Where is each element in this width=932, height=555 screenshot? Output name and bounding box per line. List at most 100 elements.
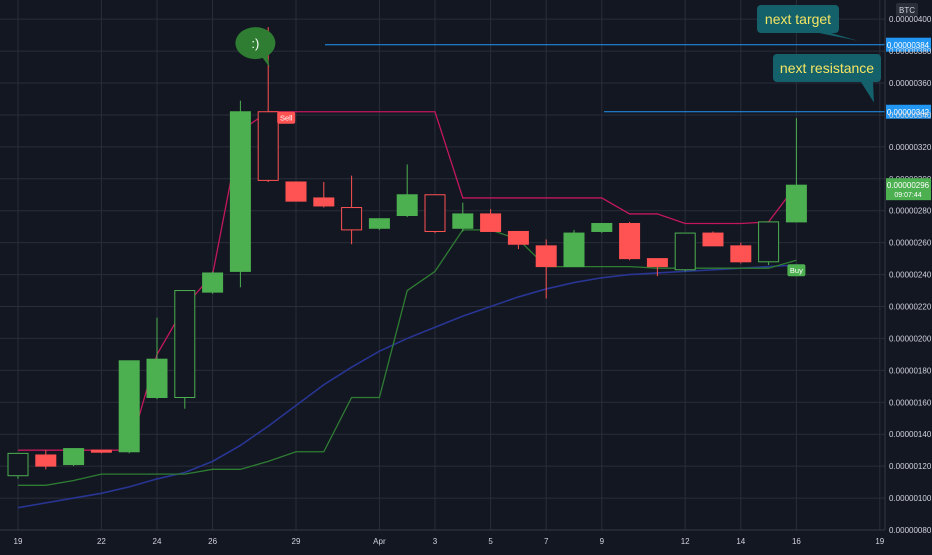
candle-body[interactable] bbox=[7, 452, 29, 477]
candle-body[interactable] bbox=[758, 221, 780, 263]
annotations[interactable]: next target next resistance:) bbox=[235, 5, 881, 103]
candle-down[interactable] bbox=[35, 450, 57, 470]
candle-down[interactable] bbox=[646, 258, 668, 277]
candle-up[interactable] bbox=[174, 290, 196, 409]
callout-box[interactable] bbox=[773, 54, 881, 82]
time-axis-tick-label: Apr bbox=[373, 537, 386, 546]
candle-up[interactable] bbox=[229, 100, 251, 288]
candle-body[interactable] bbox=[619, 222, 641, 260]
horizontal-price-lines[interactable]: 0.00000384 0.00000342 bbox=[325, 37, 931, 119]
candle-up[interactable] bbox=[758, 221, 780, 265]
candle-up[interactable] bbox=[146, 317, 168, 400]
candlestick-series[interactable] bbox=[7, 27, 807, 479]
trade-signals: Sell Buy bbox=[277, 111, 806, 277]
candle-down[interactable] bbox=[257, 27, 279, 182]
candle-up[interactable] bbox=[452, 202, 474, 232]
time-axis-tick-label: 26 bbox=[208, 537, 217, 546]
time-axis-tick-label: 22 bbox=[97, 537, 106, 546]
candle-body[interactable] bbox=[257, 111, 279, 181]
price-axis[interactable]: 0.00000080 0.00000100 0.00000120 0.00000140… bbox=[884, 0, 932, 535]
callout-text: next target bbox=[765, 11, 831, 27]
candle-up[interactable] bbox=[674, 232, 696, 272]
price-level-label: 0.00000342 bbox=[887, 108, 930, 117]
price-axis-tick-label: 0.00000120 bbox=[889, 462, 932, 471]
candle-up[interactable] bbox=[368, 218, 390, 230]
candle-body[interactable] bbox=[396, 194, 418, 217]
candle-down[interactable] bbox=[702, 231, 724, 247]
candle-body[interactable] bbox=[452, 213, 474, 229]
moving-average-line bbox=[17, 264, 797, 509]
smiley-bubble bbox=[235, 27, 276, 60]
current-price-badge bbox=[886, 178, 931, 201]
time-axis-tick-label: 7 bbox=[544, 537, 549, 546]
callout-pointer bbox=[819, 33, 858, 41]
candle-body[interactable] bbox=[146, 358, 168, 398]
candle-body[interactable] bbox=[35, 454, 57, 467]
bar-countdown-label: 09:07:44 bbox=[894, 192, 921, 199]
candle-body[interactable] bbox=[229, 111, 251, 272]
candle-body[interactable] bbox=[702, 232, 724, 247]
candle-up[interactable] bbox=[785, 118, 807, 223]
candle-up[interactable] bbox=[563, 229, 585, 268]
price-axis-tick-label: 0.00000140 bbox=[889, 430, 932, 439]
candle-body[interactable] bbox=[202, 272, 224, 293]
buy-signal-label: Buy bbox=[790, 266, 803, 275]
candle-down[interactable] bbox=[535, 239, 557, 299]
candle-down[interactable] bbox=[90, 449, 112, 454]
candle-down[interactable] bbox=[313, 181, 335, 208]
time-axis-tick-label: 5 bbox=[488, 537, 493, 546]
time-axis-tick-label: 19 bbox=[875, 537, 884, 546]
callout-pointer bbox=[861, 82, 874, 103]
candle-down[interactable] bbox=[507, 230, 529, 250]
candle-body[interactable] bbox=[591, 222, 613, 232]
candle-body[interactable] bbox=[90, 449, 112, 453]
candle-body[interactable] bbox=[480, 213, 502, 232]
candle-body[interactable] bbox=[535, 245, 557, 268]
price-axis-tick-label: 0.00000220 bbox=[889, 303, 932, 312]
candle-body[interactable] bbox=[507, 230, 529, 245]
price-level-tag bbox=[886, 104, 931, 119]
candle-body[interactable] bbox=[174, 290, 196, 399]
candle-body[interactable] bbox=[368, 218, 390, 229]
candle-body[interactable] bbox=[118, 360, 140, 453]
candle-up[interactable] bbox=[396, 164, 418, 218]
candle-body[interactable] bbox=[674, 232, 696, 271]
candle-down[interactable] bbox=[480, 209, 502, 232]
candle-body[interactable] bbox=[785, 184, 807, 223]
candle-up[interactable] bbox=[591, 222, 613, 234]
currency-badge bbox=[896, 3, 918, 16]
candle-down[interactable] bbox=[730, 242, 752, 264]
candle-down[interactable] bbox=[424, 194, 446, 234]
candle-body[interactable] bbox=[730, 245, 752, 263]
price-level-tag bbox=[886, 37, 931, 52]
candle-body[interactable] bbox=[646, 258, 668, 268]
candle-up[interactable] bbox=[202, 271, 224, 294]
candle-up[interactable] bbox=[63, 448, 85, 467]
price-level-label: 0.00000384 bbox=[887, 41, 930, 50]
candle-body[interactable] bbox=[563, 232, 585, 268]
candle-up[interactable] bbox=[118, 360, 140, 454]
time-axis-tick-label: 29 bbox=[292, 537, 301, 546]
smiley-text: :) bbox=[251, 36, 259, 51]
price-axis-tick-label: 0.00000200 bbox=[889, 334, 932, 343]
candle-down[interactable] bbox=[619, 221, 641, 261]
sell-signal-label: Sell bbox=[280, 114, 293, 123]
time-axis-tick-label: 3 bbox=[433, 537, 438, 546]
price-axis-tick-label: 0.00000100 bbox=[889, 494, 932, 503]
time-axis[interactable]: 19 22 24 26 29 Apr 3 5 7 9 12 14 16 19 bbox=[0, 529, 885, 546]
sell-signal-badge bbox=[277, 111, 296, 124]
candle-up[interactable] bbox=[7, 452, 29, 479]
candle-down[interactable] bbox=[285, 181, 307, 202]
candle-body[interactable] bbox=[63, 448, 85, 466]
candle-down[interactable] bbox=[341, 175, 363, 245]
candle-body[interactable] bbox=[341, 207, 363, 231]
price-axis-tick-label: 0.00000320 bbox=[889, 143, 932, 152]
candle-body[interactable] bbox=[424, 194, 446, 232]
currency-badge-label: BTC bbox=[899, 6, 915, 15]
callout-box[interactable] bbox=[757, 5, 839, 33]
callout-text: next resistance bbox=[780, 60, 874, 76]
candle-body[interactable] bbox=[313, 197, 335, 207]
candle-body[interactable] bbox=[285, 181, 307, 202]
